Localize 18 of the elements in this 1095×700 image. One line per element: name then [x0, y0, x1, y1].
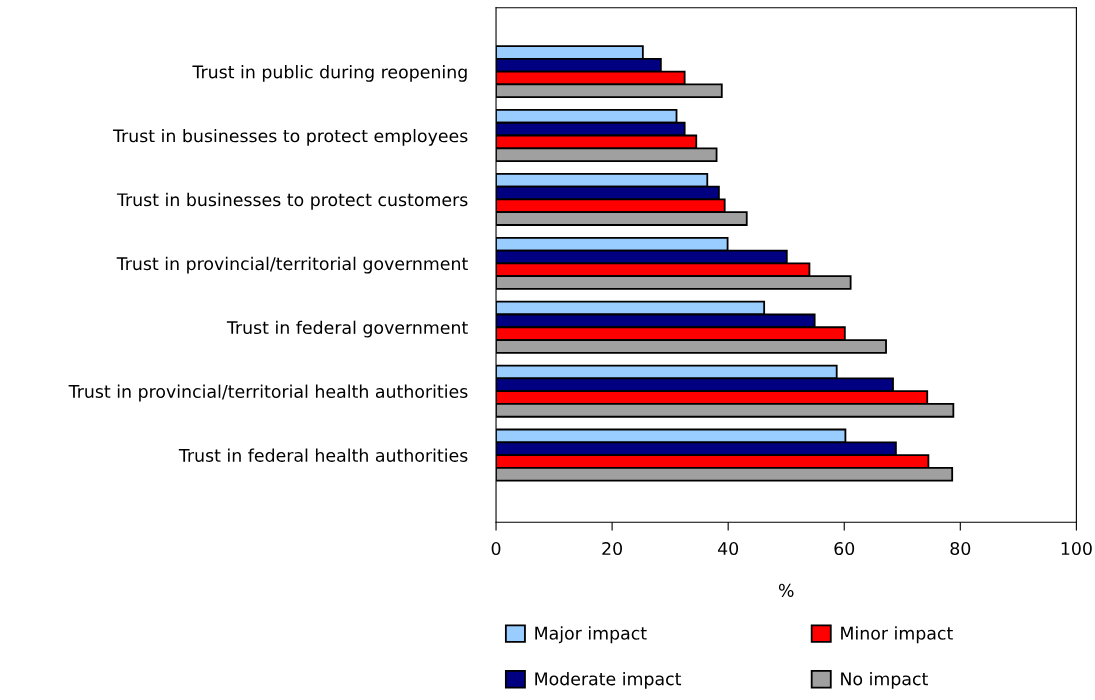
legend-label: Minor impact [841, 626, 953, 644]
y-tick-label: Trust in federal government [226, 320, 468, 338]
legend-label: Major impact [535, 626, 647, 644]
x-axis-title: % [778, 583, 794, 597]
y-tick-label: Trust in federal health authorities [178, 448, 468, 462]
y-tick-label: Trust in businesses to protect employees [112, 128, 468, 146]
y-tick-label: Trust in provincial/territorial health authorities [68, 384, 468, 402]
x-tick-label: 60 [834, 541, 855, 556]
x-tick-label: 100 [1061, 541, 1092, 556]
y-tick-label: Trust in businesses to protect customers [116, 192, 468, 210]
x-tick-label: 40 [717, 541, 739, 556]
x-tick-label: 80 [950, 541, 971, 556]
x-tick-label: 20 [602, 541, 622, 556]
legend-label: Moderate impact [535, 671, 682, 689]
y-tick-label: Trust in provincial/territorial government [116, 256, 468, 274]
y-tick-label: Trust in public during reopening [192, 65, 467, 82]
x-tick-label: 0 [491, 541, 501, 556]
legend-label: No impact [841, 671, 928, 689]
